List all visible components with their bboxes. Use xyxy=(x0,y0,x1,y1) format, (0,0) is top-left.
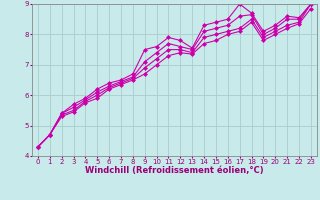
X-axis label: Windchill (Refroidissement éolien,°C): Windchill (Refroidissement éolien,°C) xyxy=(85,166,264,175)
